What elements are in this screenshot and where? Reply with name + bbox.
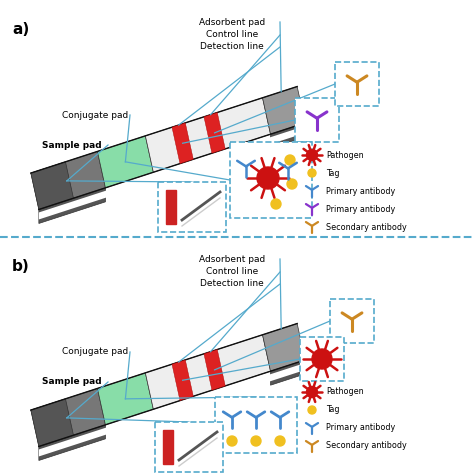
Polygon shape — [146, 335, 271, 409]
Circle shape — [257, 167, 279, 189]
Text: Primary antibody: Primary antibody — [326, 186, 395, 195]
Text: Tag: Tag — [326, 405, 339, 414]
Polygon shape — [263, 87, 305, 134]
Polygon shape — [263, 324, 305, 371]
Circle shape — [227, 436, 237, 446]
Polygon shape — [31, 388, 105, 447]
FancyBboxPatch shape — [215, 397, 297, 453]
FancyBboxPatch shape — [230, 142, 312, 218]
Text: Sample pad: Sample pad — [42, 140, 101, 149]
Circle shape — [307, 149, 318, 161]
Text: b): b) — [12, 259, 30, 274]
Text: Pathogen: Pathogen — [326, 151, 364, 159]
Text: Sample pad: Sample pad — [42, 377, 101, 386]
Text: Adsorbent pad: Adsorbent pad — [199, 18, 265, 27]
Polygon shape — [31, 151, 105, 210]
Polygon shape — [146, 98, 271, 172]
Circle shape — [307, 386, 318, 398]
Polygon shape — [172, 360, 193, 401]
FancyBboxPatch shape — [335, 62, 379, 106]
Text: Adsorbent pad: Adsorbent pad — [199, 255, 265, 264]
Circle shape — [308, 406, 316, 414]
Polygon shape — [271, 360, 305, 385]
Circle shape — [287, 179, 297, 189]
Text: Primary antibody: Primary antibody — [326, 423, 395, 432]
Polygon shape — [31, 162, 73, 210]
Circle shape — [285, 155, 295, 165]
Text: Control line: Control line — [206, 30, 258, 39]
FancyBboxPatch shape — [330, 299, 374, 343]
Polygon shape — [39, 363, 305, 456]
FancyBboxPatch shape — [155, 422, 223, 472]
Text: Pathogen: Pathogen — [326, 388, 364, 396]
Polygon shape — [98, 373, 154, 425]
Polygon shape — [39, 188, 105, 223]
Text: Secondary antibody: Secondary antibody — [326, 222, 407, 231]
Text: Primary antibody: Primary antibody — [326, 204, 395, 213]
Polygon shape — [204, 349, 225, 390]
Circle shape — [312, 349, 332, 369]
Circle shape — [251, 436, 261, 446]
Polygon shape — [98, 136, 154, 188]
FancyBboxPatch shape — [158, 182, 226, 232]
Bar — [166, 190, 176, 224]
Text: Tag: Tag — [326, 168, 339, 177]
FancyBboxPatch shape — [295, 98, 339, 142]
Polygon shape — [31, 399, 73, 447]
Polygon shape — [271, 123, 305, 148]
Text: a): a) — [12, 22, 29, 37]
FancyBboxPatch shape — [300, 337, 344, 381]
Text: Detection line: Detection line — [200, 279, 264, 288]
Polygon shape — [39, 425, 105, 460]
Text: Conjugate pad: Conjugate pad — [62, 110, 128, 119]
Polygon shape — [39, 126, 305, 219]
Circle shape — [308, 169, 316, 177]
Polygon shape — [204, 112, 225, 153]
Bar — [163, 430, 173, 464]
Circle shape — [275, 436, 285, 446]
Text: Conjugate pad: Conjugate pad — [62, 347, 128, 356]
Text: Detection line: Detection line — [200, 42, 264, 51]
Text: Control line: Control line — [206, 267, 258, 276]
Polygon shape — [172, 123, 193, 164]
Text: Secondary antibody: Secondary antibody — [326, 441, 407, 450]
Circle shape — [271, 199, 281, 209]
